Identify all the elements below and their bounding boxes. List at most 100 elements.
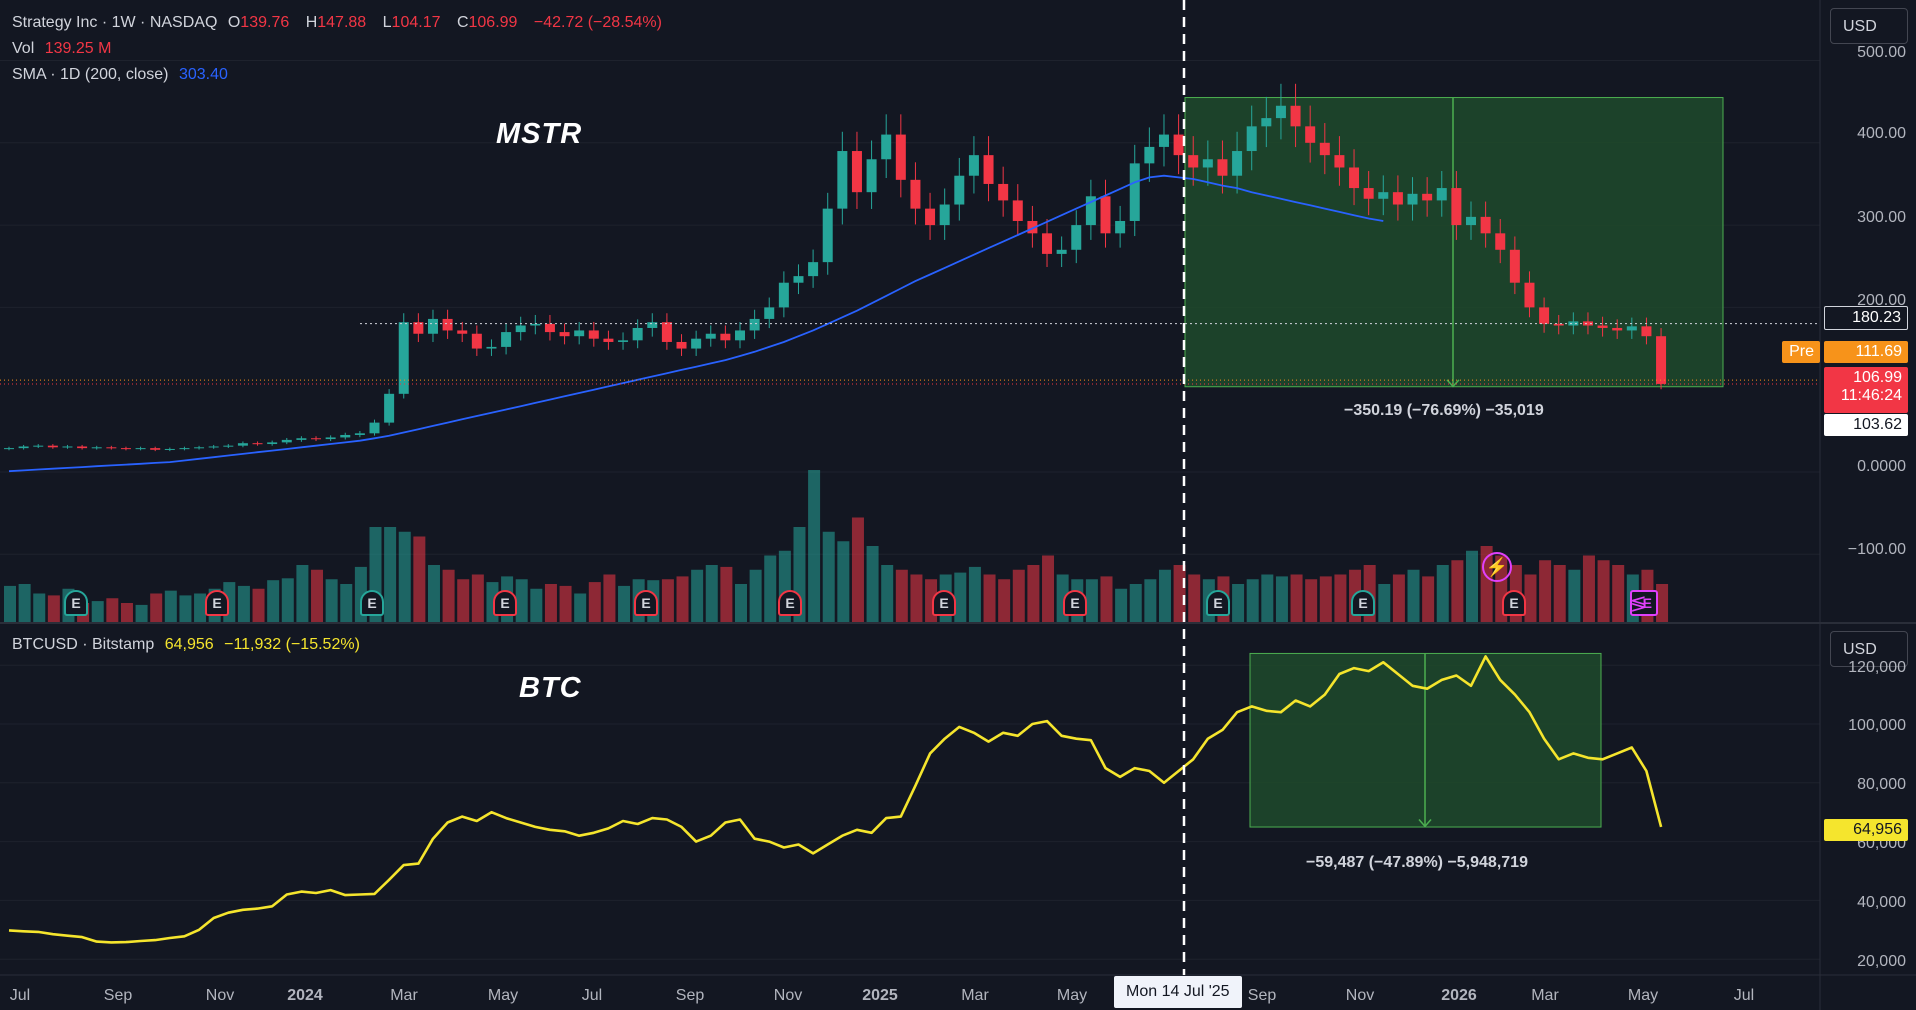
candle-body xyxy=(427,318,438,334)
candle-body xyxy=(369,422,380,434)
candle-body xyxy=(1349,167,1360,189)
volume-bar xyxy=(471,574,484,622)
mstr-symbol[interactable]: Strategy Inc · 1W · NASDAQ xyxy=(12,14,218,31)
candle-body xyxy=(91,447,102,449)
volume-bar xyxy=(1232,584,1245,622)
candle-body xyxy=(237,443,248,446)
crosshair-time-label: Mon 14 Jul '25 xyxy=(1114,976,1242,1008)
candle-body xyxy=(1275,105,1286,119)
earnings-marker-icon[interactable]: E xyxy=(1206,590,1230,616)
time-axis-tick: Nov xyxy=(1345,987,1375,1004)
volume-bar xyxy=(851,517,864,622)
candle-body xyxy=(1100,196,1111,234)
btc-last-price-tag: 64,956 xyxy=(1824,819,1908,841)
candle-body xyxy=(223,445,234,447)
volume-bar xyxy=(837,541,850,622)
high-value: 147.88 xyxy=(317,14,367,31)
candle-body xyxy=(515,325,526,333)
volume-bar xyxy=(1158,569,1171,622)
candle-body xyxy=(1656,336,1667,384)
sma-legend[interactable]: SMA · 1D (200, close) 303.40 xyxy=(12,66,234,84)
btc-axis-tick: 20,000 xyxy=(1857,953,1906,970)
candle-body xyxy=(1085,196,1096,226)
event-lightning-icon[interactable]: ⚡ xyxy=(1482,552,1512,582)
future-earnings-marker-icon[interactable]: E xyxy=(1630,590,1658,616)
earnings-marker-icon[interactable]: E xyxy=(493,590,517,616)
candle-body xyxy=(1217,159,1228,176)
volume-bar xyxy=(618,585,631,622)
btc-price: 64,956 xyxy=(164,636,214,653)
candle-body xyxy=(910,179,921,209)
open-value: 139.76 xyxy=(240,14,290,31)
volume-bar xyxy=(1012,569,1025,622)
volume-bar xyxy=(1392,574,1405,622)
btc-legend[interactable]: BTCUSD · Bitstamp 64,956 −11,932 (−15.52… xyxy=(12,636,366,654)
earnings-marker-icon[interactable]: E xyxy=(205,590,229,616)
volume-bar xyxy=(384,527,397,622)
candle-body xyxy=(501,332,512,347)
time-axis-tick: Nov xyxy=(205,987,235,1004)
btc-measure-arrowhead xyxy=(1418,819,1432,828)
volume-bar xyxy=(457,579,470,622)
volume-bar xyxy=(1275,576,1288,622)
volume-bar xyxy=(442,569,455,622)
currency-button-mstr[interactable]: USD xyxy=(1830,8,1908,44)
earnings-marker-icon[interactable]: E xyxy=(1502,590,1526,616)
volume-bar xyxy=(530,588,543,622)
candle-body xyxy=(1144,146,1155,164)
currency-button-btc[interactable]: USD xyxy=(1830,631,1908,667)
btc-symbol[interactable]: BTCUSD · Bitstamp xyxy=(12,636,155,653)
volume-bar xyxy=(749,569,762,622)
candle-body xyxy=(1202,159,1213,168)
volume-bar xyxy=(281,578,294,622)
candle-body xyxy=(135,448,146,450)
mstr-measure-zone xyxy=(1184,97,1724,388)
candle-body xyxy=(281,439,292,443)
candle-body xyxy=(1363,188,1374,199)
volume-bar xyxy=(661,579,674,622)
mstr-axis-tick: −100.00 xyxy=(1847,541,1906,558)
candle-body xyxy=(895,134,906,180)
candle-body xyxy=(939,204,950,226)
volume-bar xyxy=(1129,584,1142,622)
earnings-marker-icon[interactable]: E xyxy=(64,590,88,616)
time-axis-tick: 2026 xyxy=(1441,987,1477,1004)
candle-body xyxy=(442,318,453,331)
volume-bar xyxy=(1524,574,1537,622)
candle-body xyxy=(150,448,161,450)
volume-bar xyxy=(559,585,572,622)
dividends-icon[interactable]: ≶ xyxy=(1630,593,1647,615)
time-axis-tick: May xyxy=(1627,987,1659,1004)
candle-body xyxy=(968,155,979,176)
volume-bar xyxy=(603,574,616,622)
mstr-annotation[interactable]: MSTR xyxy=(496,118,583,150)
mstr-measure-arrowhead xyxy=(1446,379,1460,388)
candle-body xyxy=(252,443,263,445)
candle-body xyxy=(851,151,862,193)
candle-body xyxy=(1392,192,1403,205)
volume-bar xyxy=(1144,579,1157,622)
earnings-marker-icon[interactable]: E xyxy=(932,590,956,616)
sma-value: 303.40 xyxy=(178,66,228,83)
candle-body xyxy=(47,445,58,448)
volume-bar xyxy=(1027,565,1040,622)
btc-annotation[interactable]: BTC xyxy=(519,672,582,704)
earnings-marker-icon[interactable]: E xyxy=(360,590,384,616)
earnings-marker-icon[interactable]: E xyxy=(1351,590,1375,616)
earnings-marker-icon[interactable]: E xyxy=(778,590,802,616)
candle-body xyxy=(676,341,687,349)
volume-bar xyxy=(194,593,207,622)
earnings-marker-icon[interactable]: E xyxy=(634,590,658,616)
volume-bar xyxy=(1582,555,1595,622)
price-change: −42.72 (−28.54%) xyxy=(533,14,662,31)
candle-body xyxy=(778,282,789,308)
horizontal-line-price-tag[interactable]: 180.23 xyxy=(1824,306,1908,330)
earnings-marker-icon[interactable]: E xyxy=(1063,590,1087,616)
candle-body xyxy=(1056,249,1067,254)
volume-bar xyxy=(1612,565,1625,622)
candle-body xyxy=(1012,200,1023,221)
volume-legend[interactable]: Vol 139.25 M xyxy=(12,40,117,58)
volume-bar xyxy=(764,555,777,622)
